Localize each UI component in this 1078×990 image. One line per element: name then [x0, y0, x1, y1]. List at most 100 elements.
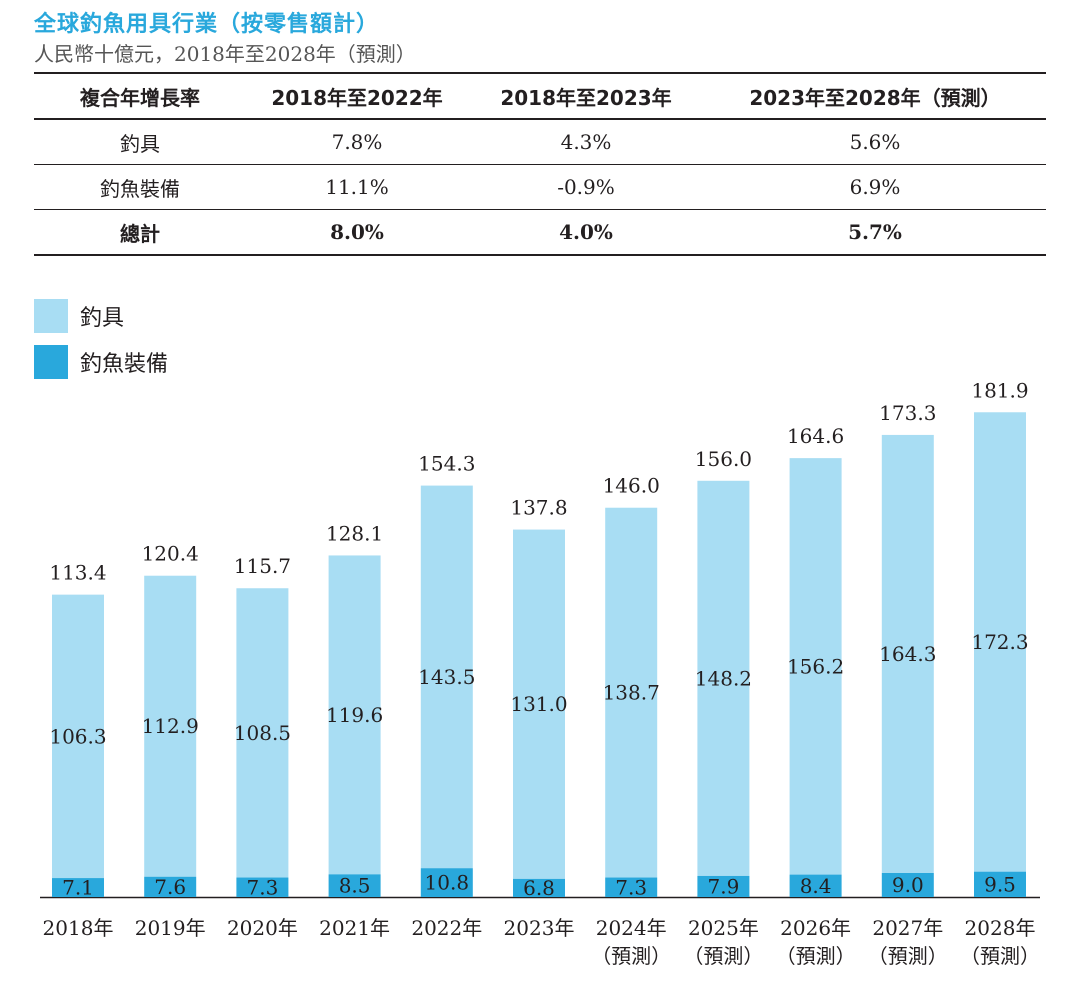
- total-label: 146.0: [603, 474, 660, 498]
- cagr-cell: 7.8%: [246, 119, 468, 165]
- cagr-cell: 5.7%: [704, 209, 1046, 256]
- bar-tackle: [328, 555, 381, 875]
- x-tick-label: 2024年: [596, 916, 667, 940]
- bar-equipment: [328, 874, 381, 897]
- bar-equipment: [789, 874, 842, 897]
- tackle-value-label: 108.5: [234, 721, 291, 745]
- tackle-value-label: 172.3: [971, 630, 1028, 654]
- total-label: 120.4: [142, 542, 199, 566]
- cagr-row-label: 總計: [34, 209, 246, 256]
- legend-item-tackle: 釣具: [34, 298, 168, 334]
- total-label: 113.4: [49, 561, 106, 585]
- tackle-value-label: 143.5: [418, 665, 475, 689]
- cagr-cell: 6.9%: [704, 164, 1046, 210]
- page-title: 全球釣魚用具行業（按零售額計）: [34, 12, 380, 37]
- tackle-value-label: 138.7: [603, 681, 660, 705]
- x-tick-label: 2021年: [319, 916, 390, 940]
- x-tick-label: 2022年: [411, 916, 482, 940]
- bar-equipment: [420, 868, 473, 897]
- equipment-value-label: 7.6: [154, 875, 186, 899]
- x-tick-sublabel: （預測）: [868, 944, 948, 968]
- bar-equipment: [974, 871, 1026, 897]
- tackle-value-label: 112.9: [142, 714, 199, 738]
- bar-equipment: [605, 877, 658, 897]
- bar-tackle: [420, 485, 473, 869]
- cagr-cell: 11.1%: [246, 164, 468, 210]
- bar-tackle: [974, 412, 1026, 872]
- bar-equipment: [144, 876, 197, 897]
- equipment-value-label: 7.3: [615, 875, 647, 899]
- equipment-value-label: 7.1: [62, 876, 94, 900]
- total-label: 173.3: [879, 401, 936, 425]
- total-label: 154.3: [418, 452, 475, 476]
- bar-tackle: [697, 480, 750, 876]
- chart-legend: 釣具 釣魚裝備: [34, 298, 168, 390]
- x-tick-sublabel: （預測）: [960, 944, 1040, 968]
- x-tick-label: 2025年: [688, 916, 759, 940]
- legend-item-equipment: 釣魚裝備: [34, 344, 168, 380]
- tackle-value-label: 164.3: [879, 642, 936, 666]
- bar-tackle: [513, 529, 565, 879]
- cagr-cell: 4.0%: [468, 209, 704, 256]
- page-subtitle: 人民幣十億元，2018年至2028年（預測）: [34, 42, 416, 66]
- bar-equipment: [697, 875, 750, 897]
- cagr-cell: -0.9%: [468, 164, 704, 210]
- equipment-value-label: 9.0: [892, 873, 924, 897]
- equipment-value-label: 9.5: [984, 872, 1016, 896]
- cagr-header-period-1: 2018年至2022年: [246, 72, 468, 120]
- tackle-value-label: 119.6: [326, 703, 383, 727]
- legend-swatch-tackle: [34, 299, 68, 333]
- x-tick-label: 2020年: [227, 916, 298, 940]
- cagr-row-label: 釣具: [34, 119, 246, 165]
- x-tick-sublabel: （預測）: [776, 944, 856, 968]
- cagr-row-total: 總計 8.0% 4.0% 5.7%: [34, 209, 1046, 256]
- total-label: 137.8: [510, 496, 567, 520]
- bar-tackle: [605, 507, 658, 878]
- cagr-cell: 8.0%: [246, 209, 468, 256]
- bar-tackle: [236, 588, 289, 878]
- cagr-header-row: 複合年增長率 2018年至2022年 2018年至2023年 2023年至202…: [34, 72, 1046, 120]
- cagr-cell: 4.3%: [468, 119, 704, 165]
- bar-equipment: [881, 873, 934, 897]
- tackle-value-label: 106.3: [49, 724, 106, 748]
- legend-swatch-equipment: [34, 345, 68, 379]
- tackle-value-label: 156.2: [787, 654, 844, 678]
- equipment-value-label: 6.8: [523, 876, 555, 900]
- cagr-header-period-2: 2018年至2023年: [468, 72, 704, 120]
- equipment-value-label: 7.3: [246, 875, 278, 899]
- bar-tackle: [144, 575, 197, 877]
- bar-tackle: [881, 434, 934, 874]
- cagr-row-tackle: 釣具 7.8% 4.3% 5.6%: [34, 119, 1046, 165]
- x-tick-label: 2019年: [135, 916, 206, 940]
- cagr-header-period-3: 2023年至2028年（預測）: [704, 72, 1046, 120]
- equipment-value-label: 7.9: [707, 874, 739, 898]
- x-tick-label: 2023年: [504, 916, 575, 940]
- total-label: 164.6: [787, 424, 844, 448]
- cagr-cell: 5.6%: [704, 119, 1046, 165]
- x-tick-sublabel: （預測）: [591, 944, 671, 968]
- total-label: 115.7: [234, 554, 291, 578]
- bar-equipment: [513, 878, 565, 897]
- x-tick-label: 2026年: [780, 916, 851, 940]
- bar-equipment: [52, 878, 104, 897]
- legend-label-equipment: 釣魚裝備: [80, 352, 169, 377]
- cagr-table: 複合年增長率 2018年至2022年 2018年至2023年 2023年至202…: [34, 72, 1046, 256]
- tackle-value-label: 148.2: [695, 666, 752, 690]
- cagr-header-label: 複合年增長率: [34, 72, 246, 120]
- total-label: 181.9: [971, 378, 1028, 402]
- x-tick-sublabel: （預測）: [683, 944, 763, 968]
- x-tick-label: 2027年: [872, 916, 943, 940]
- x-tick-label: 2028年: [965, 916, 1036, 940]
- equipment-value-label: 10.8: [425, 871, 470, 895]
- x-tick-label: 2018年: [43, 916, 114, 940]
- total-label: 128.1: [326, 521, 383, 545]
- bar-tackle: [789, 458, 842, 875]
- bar-equipment: [236, 877, 289, 897]
- bar-tackle: [52, 594, 104, 879]
- tackle-value-label: 131.0: [510, 692, 567, 716]
- total-label: 156.0: [695, 447, 752, 471]
- equipment-value-label: 8.4: [800, 874, 832, 898]
- cagr-row-label: 釣魚裝備: [34, 164, 246, 210]
- cagr-row-equipment: 釣魚裝備 11.1% -0.9% 6.9%: [34, 164, 1046, 210]
